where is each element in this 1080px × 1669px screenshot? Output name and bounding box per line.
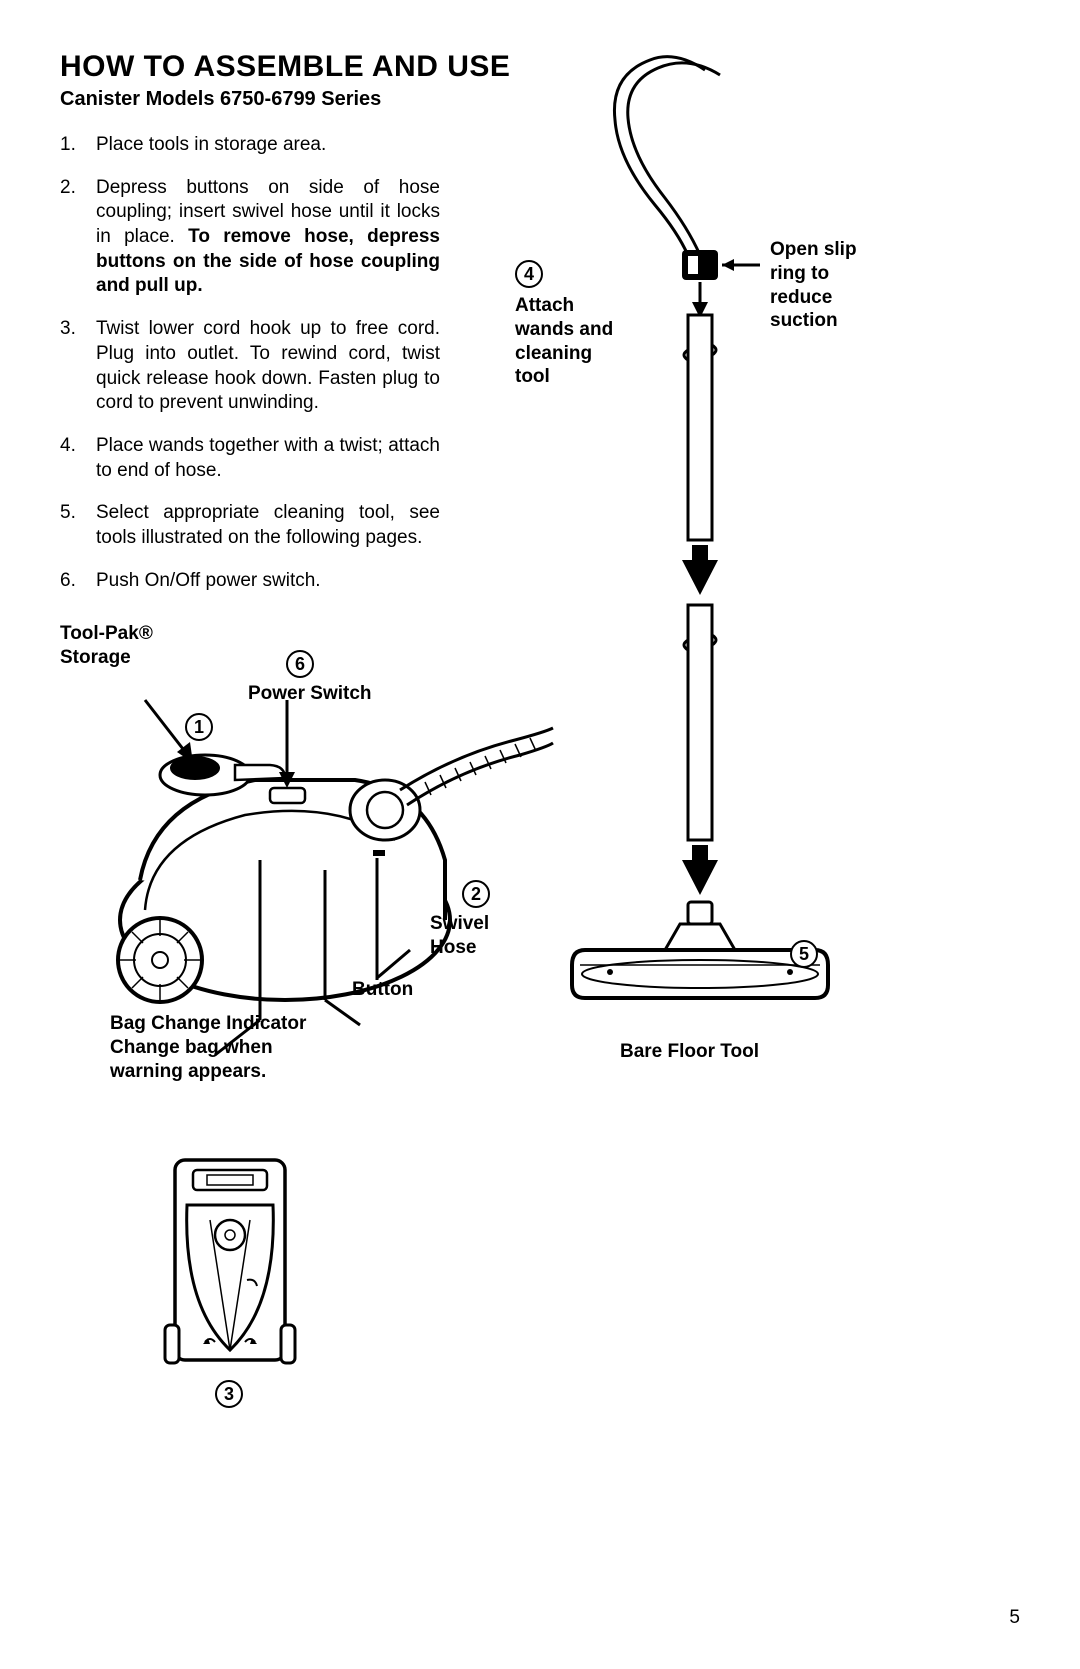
circled-1-container: 1 [185, 713, 213, 741]
page-number: 5 [1009, 1607, 1020, 1629]
step-3: Twist lower cord hook up to free cord. P… [60, 317, 440, 416]
circled-5: 5 [790, 940, 818, 968]
step-2: Depress buttons on side of hose coupling… [60, 176, 440, 299]
label-swivel: Swivel Hose [430, 912, 489, 960]
label-bag-indicator: Bag Change Indicator Change bag when war… [110, 1012, 306, 1083]
circled-4: 4 [515, 260, 543, 288]
circled-2-container: 2 [462, 880, 490, 908]
step-1: Place tools in storage area. [60, 133, 440, 158]
label-power-switch: Power Switch [248, 682, 372, 706]
step-4: Place wands together with a twist; attac… [60, 434, 440, 483]
label-attach: 4 Attach wands and cleaning tool [515, 260, 613, 389]
circled-3-container: 3 [215, 1380, 243, 1408]
circled-6-container: 6 [286, 650, 314, 678]
circled-2: 2 [462, 880, 490, 908]
wand-assembly-diagram [560, 40, 1020, 1060]
step-6: Push On/Off power switch. [60, 569, 440, 594]
label-button: Button [352, 978, 413, 1002]
label-toolpak: Tool-Pak® Storage [60, 622, 153, 670]
circled-6: 6 [286, 650, 314, 678]
label-slip-ring: Open slip ring to reduce suction [770, 238, 857, 333]
circled-1: 1 [185, 713, 213, 741]
instructions-list: Place tools in storage area. Depress but… [60, 133, 440, 593]
top-view-diagram [155, 1150, 305, 1400]
circled-3: 3 [215, 1380, 243, 1408]
label-bare-floor: Bare Floor Tool [620, 1040, 759, 1064]
circled-5-container: 5 [790, 940, 818, 968]
step-5: Select appropriate cleaning tool, see to… [60, 501, 440, 550]
